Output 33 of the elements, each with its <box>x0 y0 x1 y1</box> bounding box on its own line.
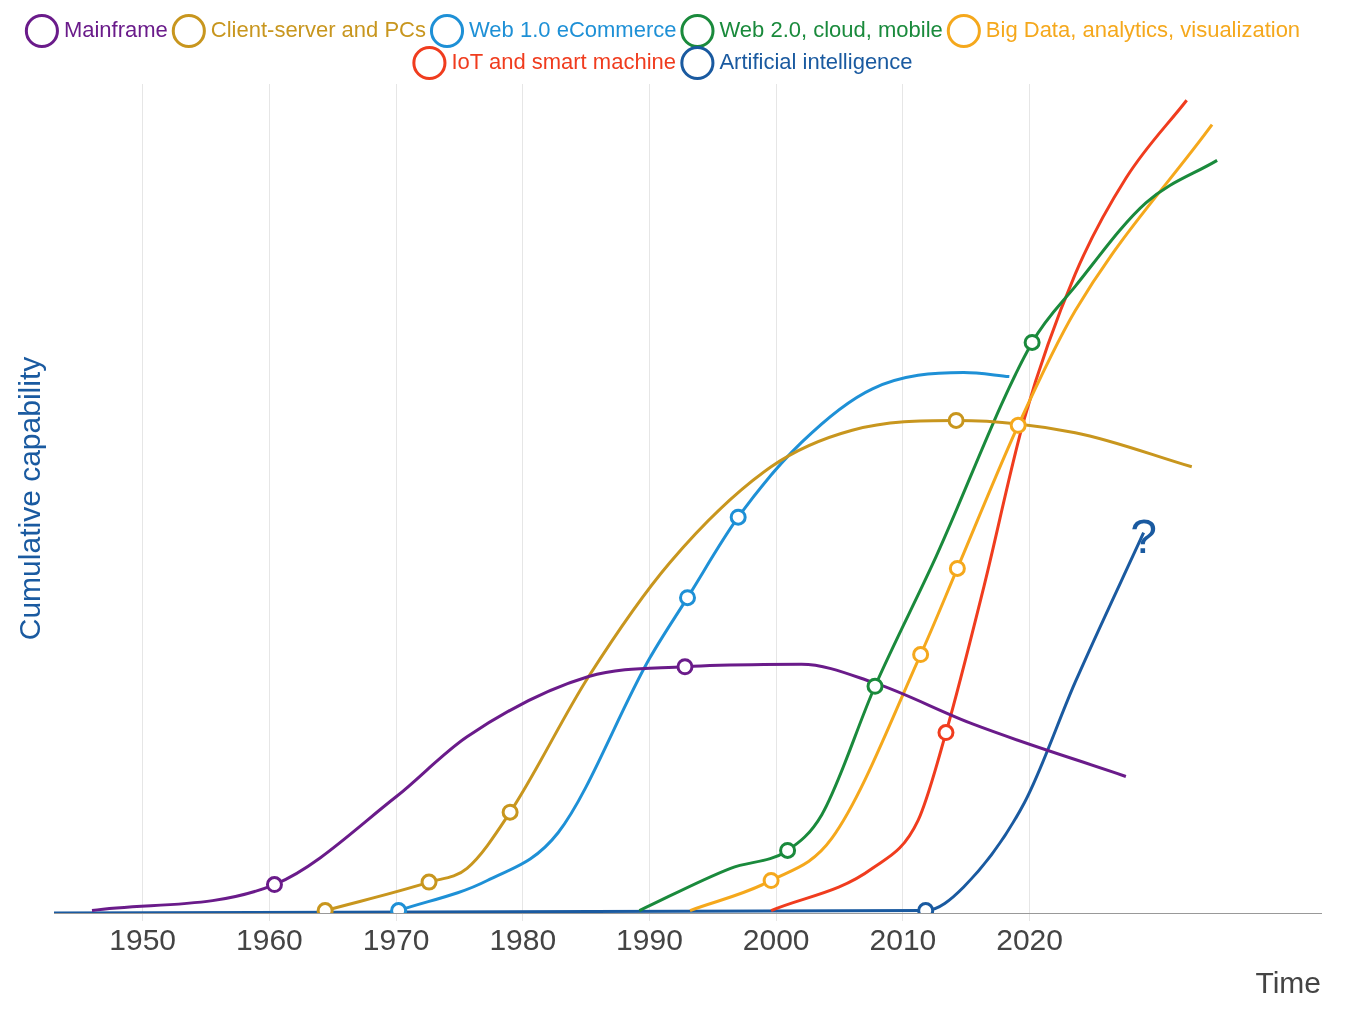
point <box>948 559 966 577</box>
point <box>912 646 930 664</box>
annotation: ? <box>1130 510 1157 564</box>
point <box>947 411 965 429</box>
point <box>679 589 696 607</box>
y-axis-title: Cumulative capability <box>13 356 47 641</box>
x-tick-label: 1960 <box>236 923 303 957</box>
x-tick-label: 1950 <box>109 923 177 957</box>
x-tick-label: 2000 <box>742 923 810 957</box>
point <box>866 677 884 695</box>
point <box>937 724 955 742</box>
point <box>762 871 780 889</box>
point <box>1023 333 1041 351</box>
x-tick-label: 2020 <box>996 923 1063 957</box>
legend-label: Client-server and PCs <box>210 17 426 43</box>
legend-label: Big Data, analytics, visualization <box>985 17 1301 43</box>
x-tick-label: 1990 <box>616 923 683 957</box>
point <box>420 873 438 891</box>
legend-label: Web 2.0, cloud, mobile <box>719 17 943 43</box>
x-tick-label: 2010 <box>869 923 937 957</box>
point <box>501 803 519 821</box>
legend-label: IoT and smart machine <box>451 49 676 75</box>
x-tick-label: 1970 <box>362 923 430 957</box>
legend-label: Mainframe <box>63 17 168 43</box>
point <box>729 508 747 526</box>
point <box>1009 416 1027 434</box>
point <box>779 841 797 859</box>
legend-label: Artificial intelligence <box>719 49 913 75</box>
x-axis-title: Time <box>1255 966 1321 1000</box>
point <box>265 876 283 894</box>
point <box>676 658 694 676</box>
legend-label: Web 1.0 eCommerce <box>469 17 677 43</box>
x-tick-label: 1980 <box>489 923 557 957</box>
